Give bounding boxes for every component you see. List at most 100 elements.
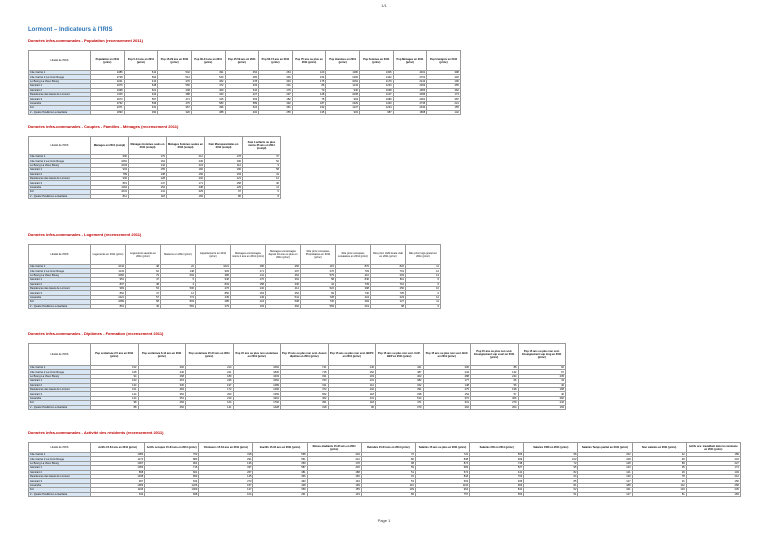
cell: 135 (291, 109, 327, 115)
row-label: 2 - Quatre Pavillons La Gardette (28, 404, 91, 410)
data-table: Libellé de l'IRIS Actifs 15-64 ans en 201… (28, 442, 741, 497)
cell: 8 (242, 193, 281, 199)
column-header: Pop Femmes en 2011 (princ) (359, 50, 394, 71)
cell: 219 (335, 303, 371, 309)
column-header: Maisons en 2011 (princ) (160, 244, 196, 265)
column-header: Libellé de l'IRIS (28, 244, 91, 265)
cell: 903 (325, 109, 360, 115)
column-header: Pop 15 ans ou plus non scol. Enseignemen… (470, 343, 519, 366)
section: Données infra-communales - Population (r… (28, 38, 461, 115)
table-row: 2 - Quatre Pavillons La Gardette 1890 390 3… (28, 109, 461, 115)
cell: 291 (252, 491, 308, 497)
table-row: Génicart 2 1968 521 448 409 344 176 70 940 1028 19… (28, 87, 461, 94)
column-header: Libellé de l'IRIS (28, 136, 91, 155)
column-header: Salariés CDD en 2011 (princ) (523, 442, 579, 453)
cell: 86 (204, 193, 243, 199)
column-header: Pop 30-44 ans en 2011 (princ) (190, 50, 226, 71)
section-title: Données infra-communales - Population (r… (28, 38, 143, 43)
column-header: Elèves étudiants 15-64 ans en 2011 (prin… (306, 442, 362, 453)
cell: 392 (265, 303, 301, 309)
cell: 942 (89, 491, 146, 497)
header-row: Libellé de l'IRIS Population en 2011 (pri… (28, 50, 461, 71)
table-row: 2 - Quatre Pavillons La Gardette 861 49 581… (28, 303, 441, 309)
column-header: Libellé de l'IRIS (28, 343, 91, 366)
column-header: Pop scolarisée 15-24 ans en 2011 (princ) (185, 343, 234, 366)
data-table: Libellé de l'IRIS Ménages en 2011 (compl)… (28, 136, 281, 199)
column-header: Pop 45-59 ans en 2011 (princ) (224, 50, 260, 71)
section: Données infra-communales - Couples - Fam… (28, 124, 281, 199)
column-header: Pop Ménages en 2011 (princ) (392, 50, 428, 71)
cell: 88 (90, 404, 139, 410)
cell: 320 (157, 109, 192, 115)
column-header: Actifs occ. travaillant dans la commune … (685, 442, 741, 453)
table-row: Cite Carriet 1 2486 612 542 491 454 264 123 1180… (28, 69, 461, 76)
cell: 142 (426, 109, 461, 115)
column-header: Salariés CDI en 2011 (princ) (469, 442, 525, 453)
column-header: Inactifs 15-64 ans en 2011 (princ) (252, 442, 308, 453)
column-header: Pop scolarisée 2-5 ans en 2011 (princ) (90, 343, 139, 366)
section-title: Données infra-communales - Couples - Fam… (28, 124, 179, 129)
column-header: Pop 15 ans ou plus non scol. Enseignemen… (517, 343, 566, 366)
cell: 49 (125, 303, 161, 309)
column-header: Libellé de l'IRIS (28, 442, 91, 453)
column-header: Logements vacants en 2011 (princ) (125, 244, 161, 265)
cell: 390 (123, 109, 159, 115)
column-header: Population en 2011 (princ) (90, 50, 125, 71)
column-header: Actifs occupés 15-64 ans en 2011 (princ) (144, 442, 200, 453)
cell: 584 (300, 303, 336, 309)
footer: Page 1 (377, 518, 391, 523)
cell: 86 (360, 491, 416, 497)
table-row: Cite Carriet 2 La Croix Rouge 1143 62 148 99… (28, 268, 441, 274)
cell: 838 (144, 491, 200, 497)
cell: 96 (327, 404, 376, 410)
page-number: 1/1 (381, 3, 387, 8)
cell: 402 (224, 109, 260, 115)
table-row: Cite Carriet 2 La Croix Rouge 2728 694 512 5… (28, 74, 461, 80)
cell: 388 (190, 109, 226, 115)
cell: 98 (370, 303, 406, 309)
column-header: Pop 75 ans ou plus en 2011 (princ) (291, 50, 327, 71)
section: Données infra-communales - Diplômes - Fo… (28, 331, 566, 410)
cell: 104 (198, 491, 254, 497)
cell: 127 (577, 491, 633, 497)
cell: 1868 (392, 109, 428, 115)
table-row: Cite Carriet 2 La Croix Rouge 1174 883 291 5… (28, 456, 741, 462)
cell: 653 (469, 491, 525, 497)
cell: 51 (523, 491, 579, 497)
row-label: 2 - Quatre Pavillons La Gardette (28, 303, 91, 309)
cell: 81 (631, 491, 687, 497)
column-header: Salariés Temps partiel en 2011 (princ) (577, 442, 633, 453)
column-header: Appartements en 2011 (princ) (195, 244, 231, 265)
cell: 581 (160, 303, 196, 309)
cell: 757 (414, 491, 471, 497)
header-row: Libellé de l'IRIS Logements en 2011 (prin… (28, 244, 441, 265)
column-header: Libellé de l'IRIS (28, 50, 91, 71)
cell: 133 (306, 491, 362, 497)
cell: 861 (90, 303, 126, 309)
cell: 252 (137, 404, 186, 410)
column-header: Retraités 15-64 ans en 2011 (princ) (360, 442, 416, 453)
cell: 1428 (232, 404, 281, 410)
cell: 987 (359, 109, 394, 115)
column-header: Rés princ HLM louée vide en 2011 (princ) (370, 244, 406, 265)
data-table: Libellé de l'IRIS Logements en 2011 (prin… (28, 244, 441, 309)
data-table: Libellé de l'IRIS Population en 2011 (pri… (28, 50, 461, 115)
cell: 379 (375, 404, 424, 410)
cell: 141 (185, 404, 234, 410)
cell: 9 (405, 303, 441, 309)
table-row: 2 - Quatre Pavillons La Gardette 942 838 10… (28, 491, 741, 497)
header-row: Libellé de l'IRIS Pop scolarisée 2-5 ans … (28, 343, 566, 366)
row-label: 2 - Quatre Pavillons La Gardette (28, 109, 91, 115)
column-header: Ménages emménagés depuis 10 ans ou plus … (265, 244, 301, 265)
column-header: Pop Immigrés en 2011 (princ) (426, 50, 461, 71)
column-header: Ménages Hommes seuls en 2011 (compl) (128, 136, 167, 155)
table-row: 2 - Quatre Pavillons La Gardette 812 118 18… (28, 193, 281, 199)
column-header: Ménages Femmes seules en 2011 (compl) (166, 136, 205, 155)
row-label: 2 - Quatre Pavillons La Gardette (28, 193, 91, 199)
row-label: 2 - Quatre Pavillons La Gardette (28, 491, 91, 497)
column-header: Pop scolarisée 6-14 ans en 2011 (princ) (137, 343, 186, 366)
column-header: Pop 15 ans ou plus non scol. BAC en 2011… (422, 343, 471, 366)
cell: 262 (422, 404, 471, 410)
cell: 103 (230, 303, 266, 309)
column-header: Pop 15 ans ou plus non scol. CAP-BEP en … (375, 343, 424, 366)
